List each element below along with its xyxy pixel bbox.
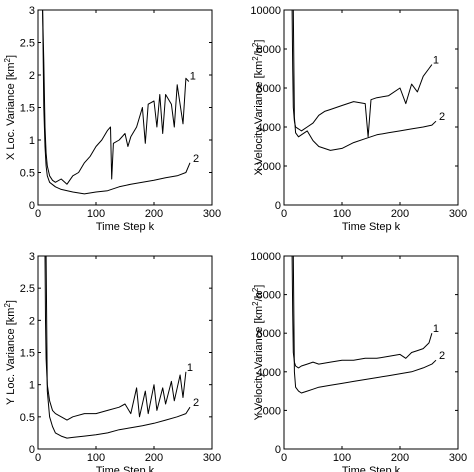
y-axis-title-part: Y Velocity Variance [km: [253, 306, 265, 421]
y-tick-label: 3: [29, 5, 35, 17]
chart-panel-3: 0 100 200 300 0 0.5 1 1.5 2 2.5 3 Time Step k Y Loc.…: [3, 251, 222, 472]
y-tick-label: 2.5: [20, 38, 35, 50]
y-tick-label: 2000: [257, 161, 281, 173]
y-tick-label: 2: [29, 70, 35, 82]
y-axis-title-part: ]: [253, 285, 265, 288]
series-line-1: [291, 256, 433, 369]
x-axis-title: Time Step k: [342, 465, 401, 472]
x-tick-label: 200: [391, 208, 409, 220]
y-axis-title-superscript: 2: [3, 303, 12, 308]
y-axis-title-superscript: 2: [251, 287, 260, 292]
series-line-2: [45, 256, 191, 439]
x-tick-label: 200: [145, 208, 163, 220]
series-line-1: [291, 10, 433, 138]
y-axis-title-part: ]: [5, 55, 17, 58]
y-axis-title-part: ]: [253, 40, 265, 43]
y-tick-label: 1.5: [20, 103, 35, 115]
series-line-1: [44, 256, 187, 421]
series-end-label: 1: [433, 55, 439, 67]
y-tick-label: 8000: [257, 290, 281, 302]
y-tick-label: 8000: [257, 44, 281, 56]
y-axis-title: X Loc. Variance [km2]: [3, 55, 18, 160]
y-axis-title-superscript: 2: [3, 57, 12, 62]
x-axis-title: Time Step k: [96, 221, 155, 233]
x-axis-title: Time Step k: [342, 221, 401, 233]
y-tick-label: 0.5: [20, 168, 35, 180]
x-tick-label: 300: [203, 452, 221, 464]
x-tick-label: 100: [333, 208, 351, 220]
y-tick-label: 6000: [257, 328, 281, 340]
series-line-2: [292, 10, 437, 151]
y-axis-title-superscript: 2: [251, 301, 260, 306]
x-tick-label: 200: [391, 452, 409, 464]
plot-frame: [37, 9, 213, 206]
x-tick-label: 300: [449, 452, 467, 464]
series-end-label: 2: [439, 350, 445, 362]
x-tick-label: 200: [145, 452, 163, 464]
x-tick-label: 100: [87, 208, 105, 220]
series-end-label: 1: [187, 362, 193, 374]
y-tick-label: 2000: [257, 405, 281, 417]
chart-panel-1: 0 100 200 300 0 0.5 1 1.5 2 2.5 3 Time Step k X Loc.…: [3, 5, 222, 233]
chart-panel-4: 0 100 200 300 0 2000 4000 6000 8000 10000 Time Ste…: [250, 251, 467, 472]
y-axis-title-part: X Loc. Variance [km: [5, 62, 17, 160]
x-tick-label: 0: [35, 452, 41, 464]
y-axis-title-part: Y Loc. Variance [km: [5, 308, 17, 405]
y-axis-title-part: X Velocity Variance [km: [253, 61, 265, 176]
series-end-label: 1: [433, 323, 439, 335]
series-end-label: 2: [193, 153, 199, 165]
y-tick-label: 6000: [257, 83, 281, 95]
y-tick-label: 3: [29, 251, 35, 263]
y-tick-label: 1: [29, 380, 35, 392]
y-tick-label: 0: [29, 444, 35, 456]
y-axis-title-part: /h: [253, 47, 265, 56]
y-tick-label: 1.5: [20, 348, 35, 360]
plot-frame: [283, 255, 459, 450]
y-tick-label: 10000: [250, 251, 281, 263]
y-axis-title-part: /h: [253, 292, 265, 301]
y-tick-label: 2.5: [20, 283, 35, 295]
x-tick-label: 0: [281, 452, 287, 464]
series-line-2: [42, 10, 191, 195]
y-tick-label: 0.5: [20, 412, 35, 424]
plot-frame: [37, 255, 213, 450]
series-line-2: [292, 256, 437, 394]
x-tick-label: 300: [203, 208, 221, 220]
series-end-label: 2: [193, 397, 199, 409]
y-axis-title-superscript: 2: [251, 56, 260, 61]
y-tick-label: 1: [29, 135, 35, 147]
y-tick-label: 4000: [257, 122, 281, 134]
y-axis-title: X Velocity Variance [km2/h2]: [251, 40, 266, 176]
x-tick-label: 100: [87, 452, 105, 464]
x-tick-label: 0: [281, 208, 287, 220]
y-tick-label: 0: [275, 200, 281, 212]
plot-frame: [283, 9, 459, 206]
y-tick-label: 0: [29, 200, 35, 212]
y-tick-label: 0: [275, 444, 281, 456]
y-tick-label: 10000: [250, 5, 281, 17]
chart-panel-2: 0 100 200 300 0 2000 4000 6000 8000 10000 Time Ste…: [250, 5, 467, 233]
y-axis-title: Y Velocity Variance [km2/h2]: [251, 285, 266, 421]
series-end-label: 2: [439, 111, 445, 123]
series-end-label: 1: [190, 71, 196, 83]
x-axis-title: Time Step k: [96, 465, 155, 472]
y-axis-title-superscript: 2: [251, 42, 260, 47]
series-line-1: [42, 10, 190, 185]
y-tick-label: 2: [29, 315, 35, 327]
x-tick-label: 100: [333, 452, 351, 464]
y-axis-title: Y Loc. Variance [km2]: [3, 300, 18, 405]
y-tick-label: 4000: [257, 367, 281, 379]
y-axis-title-part: ]: [5, 300, 17, 303]
x-tick-label: 300: [449, 208, 467, 220]
x-tick-label: 0: [35, 208, 41, 220]
